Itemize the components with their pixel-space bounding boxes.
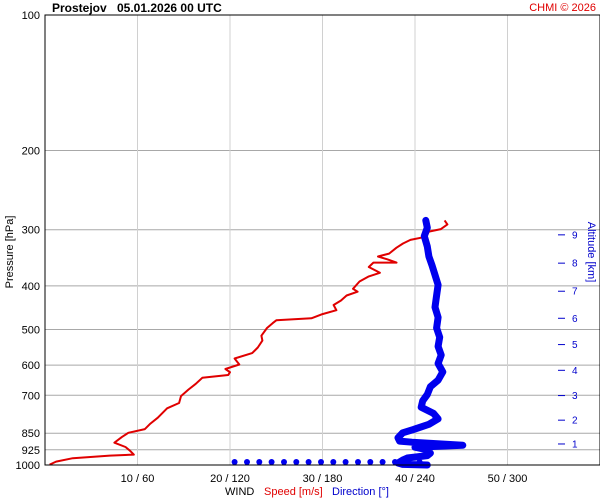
x-tick-label: 40 / 240 — [395, 473, 435, 485]
y-tick-label: 400 — [22, 281, 40, 293]
altitude-tick-label: 3 — [572, 391, 578, 402]
y-tick-label: 850 — [22, 428, 40, 440]
altitude-tick-label: 5 — [572, 340, 578, 351]
altitude-tick-label: 1 — [572, 439, 578, 450]
wind-axis: 10 / 60 20 / 120 30 / 180 40 / 240 50 / 300 — [121, 473, 528, 485]
x-tick-label: 20 / 120 — [210, 473, 250, 485]
direction-point — [355, 459, 361, 465]
chart-title: Prostejov — [52, 1, 107, 15]
y-axis-label: Pressure [hPa] — [4, 216, 16, 289]
altitude-tick-label: 2 — [572, 416, 578, 427]
pressure-axis: 100 200 300 400 500 600 700 850 925 1000 — [16, 10, 40, 472]
direction-point — [404, 459, 411, 465]
x-axis-label-speed: Speed [m/s] — [264, 486, 323, 498]
y-tick-label: 300 — [22, 225, 40, 237]
direction-point — [342, 459, 349, 465]
grid — [45, 14, 600, 466]
y-tick-label: 925 — [22, 445, 40, 457]
altitude-tick-label: 8 — [572, 259, 578, 270]
x-axis-label-main: WIND — [225, 486, 254, 498]
direction-point — [367, 459, 374, 465]
y-tick-label: 1000 — [16, 460, 40, 472]
speed-series-line — [49, 219, 449, 466]
right-axis-label: Altitude [km] — [585, 222, 597, 283]
altitude-tick-label: 7 — [572, 287, 578, 298]
series-layer — [49, 216, 467, 469]
direction-point — [281, 459, 287, 465]
y-tick-label: 500 — [22, 325, 40, 337]
y-tick-label: 600 — [22, 360, 40, 372]
plot-frame — [44, 14, 600, 466]
direction-series-line — [394, 216, 467, 469]
altitude-tick-label: 6 — [572, 314, 578, 325]
y-tick-label: 100 — [22, 10, 40, 22]
direction-point — [231, 459, 238, 465]
x-tick-label: 30 / 180 — [303, 473, 343, 485]
direction-point — [379, 459, 386, 465]
x-axis-label-direction: Direction [°] — [332, 486, 389, 498]
x-tick-label: 10 / 60 — [121, 473, 155, 485]
direction-point — [330, 459, 337, 465]
direction-point — [318, 459, 324, 465]
chart-credit: CHMI © 2026 — [529, 2, 596, 14]
direction-point — [305, 459, 312, 465]
altitude-tick-label: 4 — [572, 366, 578, 377]
chart-subtitle: 05.01.2026 00 UTC — [117, 1, 222, 15]
y-tick-label: 200 — [22, 145, 40, 157]
y-tick-label: 700 — [22, 390, 40, 402]
direction-point — [293, 459, 300, 465]
direction-point — [256, 459, 263, 465]
direction-point — [268, 459, 275, 465]
x-tick-label: 50 / 300 — [488, 473, 528, 485]
direction-point — [392, 459, 398, 465]
altitude-tick-label: 9 — [572, 230, 578, 241]
altitude-axis: 1 2 3 4 5 6 7 8 9 — [558, 230, 578, 450]
direction-point — [416, 459, 423, 465]
direction-point — [244, 459, 250, 465]
